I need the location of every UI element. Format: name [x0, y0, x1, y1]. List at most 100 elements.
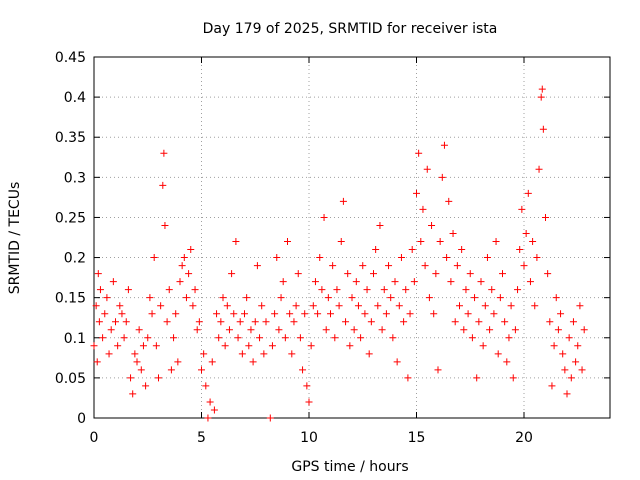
data-point: [96, 286, 104, 294]
data-point: [526, 278, 534, 286]
data-point: [251, 318, 259, 326]
data-point: [572, 358, 580, 366]
data-point: [565, 334, 573, 342]
data-point: [413, 189, 420, 197]
chart-title: Day 179 of 2025, SRMTID for receiver ist…: [203, 21, 498, 37]
data-point: [481, 302, 489, 310]
data-point: [176, 278, 184, 286]
data-point: [94, 270, 102, 278]
data-point: [174, 358, 182, 366]
data-point: [296, 334, 304, 342]
data-point: [238, 350, 246, 358]
data-point: [202, 382, 210, 390]
data-point: [129, 390, 137, 398]
data-point: [161, 221, 169, 229]
data-point: [387, 294, 395, 302]
data-point: [574, 342, 582, 350]
data-point: [380, 286, 388, 294]
data-point: [307, 342, 315, 350]
data-point: [419, 205, 427, 213]
data-point: [447, 278, 455, 286]
data-point: [483, 254, 491, 262]
data-point: [346, 342, 354, 350]
data-point: [410, 278, 418, 286]
y-tick-label: 0.35: [55, 130, 86, 146]
data-point: [320, 213, 328, 221]
data-point: [198, 366, 205, 374]
data-point: [524, 189, 532, 197]
data-point: [453, 262, 461, 270]
data-point: [146, 294, 154, 302]
data-point: [357, 334, 365, 342]
data-point: [335, 302, 343, 310]
data-point: [468, 334, 476, 342]
data-point: [520, 262, 528, 270]
data-point: [477, 278, 485, 286]
data-point: [514, 286, 522, 294]
data-point: [95, 318, 103, 326]
data-point: [120, 334, 128, 342]
data-point: [382, 310, 390, 318]
data-point: [182, 294, 190, 302]
data-point: [544, 270, 552, 278]
data-point: [116, 302, 124, 310]
data-point: [406, 310, 414, 318]
y-tick-label: 0.4: [64, 90, 86, 106]
data-point: [352, 278, 360, 286]
data-point: [232, 238, 240, 246]
data-point: [292, 302, 300, 310]
data-point: [316, 254, 324, 262]
data-point: [180, 254, 188, 262]
data-point: [135, 326, 143, 334]
data-point: [148, 310, 156, 318]
data-point: [150, 254, 158, 262]
data-point: [385, 262, 393, 270]
data-point: [425, 294, 433, 302]
data-point: [404, 374, 412, 382]
data-point: [374, 302, 382, 310]
data-point: [262, 318, 270, 326]
data-point: [359, 262, 367, 270]
data-point: [391, 278, 399, 286]
data-point: [538, 85, 546, 93]
data-point: [301, 310, 309, 318]
data-point: [511, 326, 519, 334]
data-point: [417, 238, 425, 246]
data-point: [204, 414, 212, 422]
data-point: [311, 278, 319, 286]
y-tick-label: 0.05: [55, 371, 86, 387]
data-point: [333, 286, 341, 294]
data-point: [436, 238, 444, 246]
data-point: [139, 342, 147, 350]
data-point: [234, 334, 242, 342]
data-point: [363, 286, 371, 294]
data-point: [563, 390, 571, 398]
data-point: [488, 286, 496, 294]
data-point: [438, 173, 446, 181]
data-point: [163, 318, 171, 326]
data-point: [215, 334, 223, 342]
data-point: [456, 302, 463, 310]
y-tick-label: 0.2: [64, 251, 86, 267]
data-point: [178, 262, 186, 270]
data-point: [376, 221, 384, 229]
data-point: [354, 302, 362, 310]
data-point: [305, 398, 313, 406]
data-point: [329, 262, 337, 270]
data-point: [331, 334, 339, 342]
data-point: [290, 318, 298, 326]
data-point: [131, 350, 139, 358]
data-point: [378, 326, 386, 334]
data-point: [191, 286, 199, 294]
data-point: [142, 382, 150, 390]
y-tick-label: 0.15: [55, 291, 86, 307]
data-point: [103, 294, 111, 302]
data-point: [561, 366, 569, 374]
data-point: [223, 302, 231, 310]
data-point: [397, 254, 405, 262]
data-point: [503, 358, 511, 366]
x-tick-label: 0: [90, 430, 99, 446]
data-point: [112, 318, 119, 326]
data-point: [492, 238, 500, 246]
data-point: [124, 286, 132, 294]
